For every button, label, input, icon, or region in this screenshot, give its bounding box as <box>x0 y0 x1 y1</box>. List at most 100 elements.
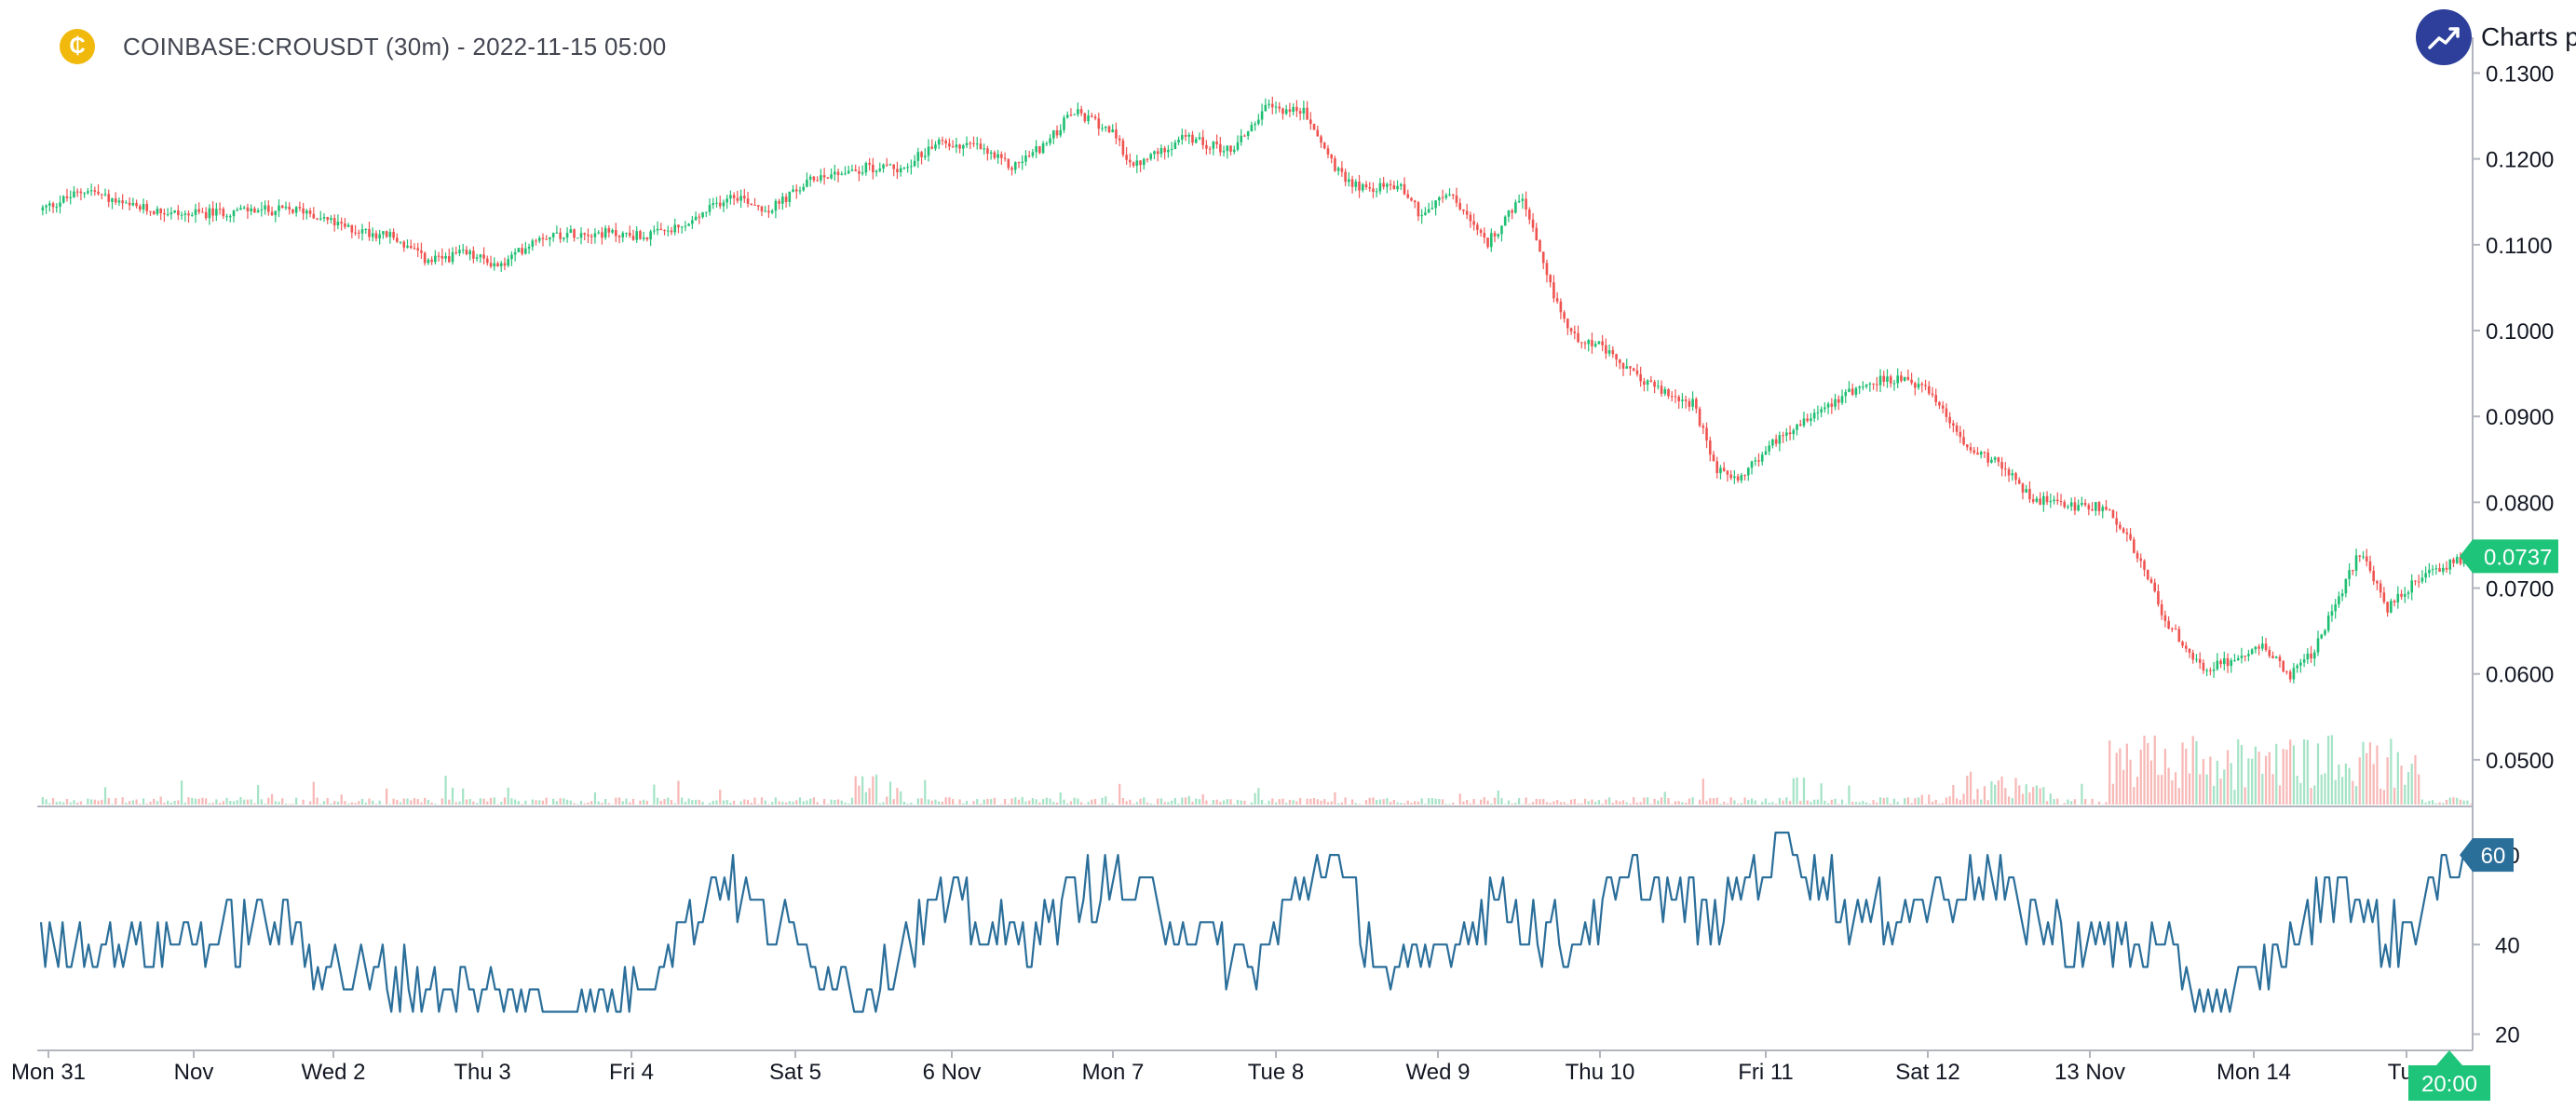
volume-bar <box>392 798 395 805</box>
candle-body <box>645 237 649 240</box>
volume-bar <box>302 799 305 805</box>
candle-body <box>517 248 521 253</box>
volume-bar <box>2247 758 2250 805</box>
volume-bar <box>472 801 475 805</box>
candle-body <box>1101 128 1104 129</box>
volume-bar <box>55 802 58 805</box>
volume-bar <box>1671 804 1674 805</box>
candle-body <box>579 233 583 238</box>
candle-body <box>493 263 496 267</box>
volume-bar <box>1400 803 1403 805</box>
volume-bar <box>729 802 732 805</box>
candle-body <box>2191 652 2195 660</box>
candle-body <box>1382 183 1385 187</box>
price-tick-label: 0.0600 <box>2486 663 2554 688</box>
volume-bar <box>1914 798 1917 805</box>
candle-body <box>100 194 103 196</box>
candle-body <box>2143 561 2146 570</box>
candle-body <box>1031 152 1035 156</box>
candle-body <box>1298 111 1302 114</box>
volume-bar <box>850 797 854 805</box>
volume-bar <box>934 799 937 805</box>
candle-body <box>1135 160 1139 166</box>
volume-bar <box>673 803 676 805</box>
candle-body <box>656 228 659 231</box>
volume-bar <box>103 787 107 805</box>
volume-bar <box>2466 800 2469 805</box>
volume-bar <box>972 801 975 805</box>
volume-bar <box>2191 736 2194 805</box>
volume-bar <box>1906 797 1909 805</box>
candle-body <box>368 228 371 237</box>
volume-bar <box>2268 751 2271 805</box>
volume-bar <box>1288 799 1292 805</box>
volume-bar <box>1340 802 1344 805</box>
candle-body <box>2312 652 2316 659</box>
volume-bar <box>1674 801 1677 805</box>
volume-bar <box>1525 797 1527 805</box>
candle-body <box>1051 129 1055 139</box>
volume-bar <box>743 799 746 805</box>
volume-bar <box>615 797 617 805</box>
volume-bar <box>1139 798 1142 805</box>
volume-bar <box>1312 798 1316 805</box>
volume-bar <box>1392 800 1395 805</box>
volume-bar <box>2382 790 2386 805</box>
volume-bar <box>2404 784 2407 805</box>
candle-body <box>1229 145 1232 152</box>
volume-bar <box>2135 777 2139 805</box>
candle-body <box>1167 149 1170 153</box>
volume-bar <box>2386 757 2389 805</box>
candle-body <box>468 250 471 255</box>
volume-bar <box>781 802 784 805</box>
candle-body <box>1878 375 1882 386</box>
volume-bar <box>2091 798 2094 805</box>
candle-body <box>1806 418 1810 421</box>
candle-body <box>1208 148 1212 150</box>
volume-bar <box>1983 786 1986 805</box>
volume-bar <box>2007 796 2011 805</box>
volume-bar <box>1368 797 1371 805</box>
candle-body <box>409 245 413 249</box>
candle-body <box>330 218 332 221</box>
candle-body <box>166 214 169 216</box>
volume-bar <box>2177 788 2180 805</box>
volume-bar <box>465 799 468 805</box>
candle-body <box>1785 432 1788 436</box>
candle-body <box>920 152 923 157</box>
brand-badge[interactable]: Charts p <box>2416 9 2576 65</box>
volume-bar <box>2327 735 2330 805</box>
candle-body <box>173 210 176 213</box>
candle-body <box>1743 475 1746 477</box>
candle-body <box>631 236 635 240</box>
volume-bar <box>1750 798 1754 805</box>
volume-bar <box>125 802 128 805</box>
candle-body <box>232 210 236 217</box>
candle-body <box>621 233 625 237</box>
candle-body <box>910 166 913 168</box>
candle-body <box>1583 343 1587 345</box>
volume-bar <box>1667 798 1670 805</box>
volume-bar <box>489 797 493 805</box>
volume-bar <box>1959 799 1961 805</box>
volume-bar <box>1444 804 1447 805</box>
candle-body <box>1159 147 1163 155</box>
candle-body <box>1399 183 1403 186</box>
candle-body <box>125 202 128 204</box>
volume-bar <box>1715 797 1718 805</box>
candle-body <box>2157 590 2160 604</box>
volume-bar <box>253 803 256 805</box>
candle-body <box>93 190 97 192</box>
volume-bar <box>187 797 190 805</box>
candle-body <box>1945 408 1948 417</box>
volume-bar <box>295 797 298 805</box>
candle-body <box>1914 383 1917 388</box>
candle-body <box>111 198 114 202</box>
candle-body <box>1364 183 1368 188</box>
candle-body <box>2226 657 2230 667</box>
candle-body <box>1309 119 1312 125</box>
candle-body <box>2400 593 2403 597</box>
candle-body <box>2455 557 2459 563</box>
candle-body <box>2139 558 2143 562</box>
